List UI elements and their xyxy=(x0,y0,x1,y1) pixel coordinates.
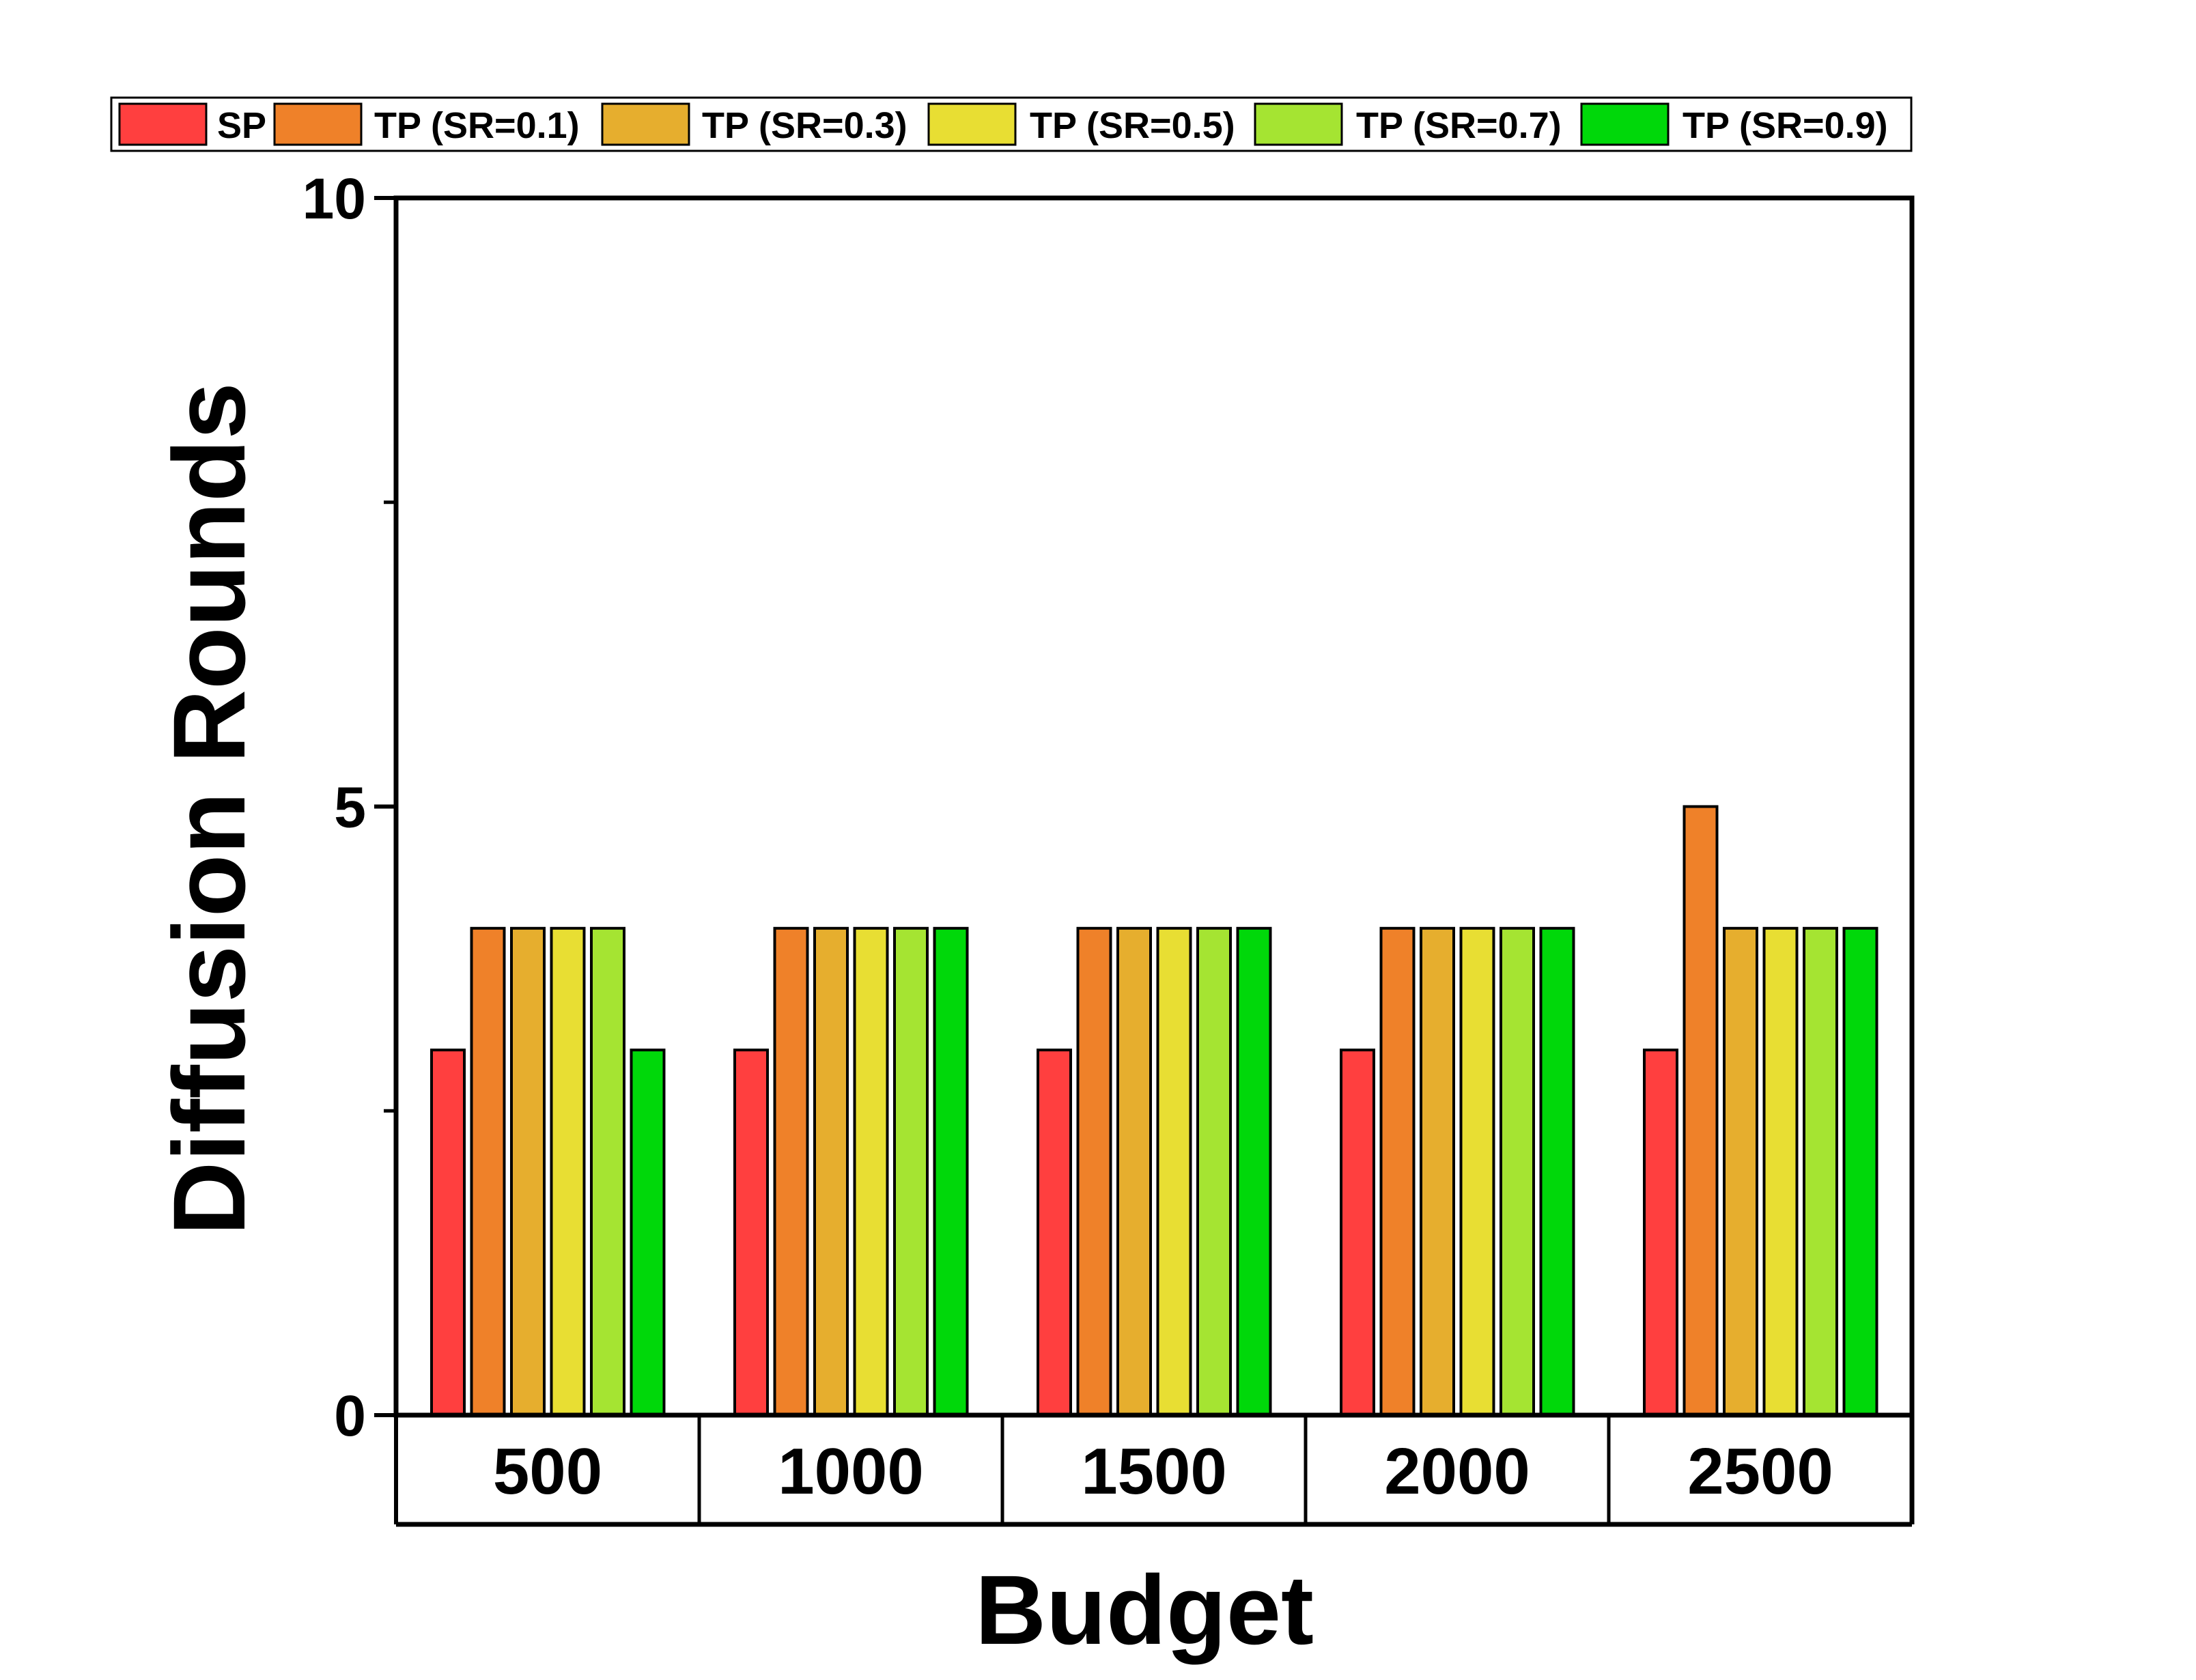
bar-1000-series-3 xyxy=(813,926,849,1417)
bar-1000-series-5 xyxy=(893,926,929,1417)
x-tick-label: 2000 xyxy=(1384,1435,1530,1508)
bar-2000-series-4 xyxy=(1459,926,1495,1417)
bar-1500-series-4 xyxy=(1156,926,1192,1417)
bar-500-series-4 xyxy=(550,926,586,1417)
bar-2000-series-1 xyxy=(1340,1049,1375,1416)
y-axis-title: Diffusion Rounds xyxy=(152,382,266,1236)
legend-label: TP (SR=0.9) xyxy=(1683,105,1888,146)
legend: SP TP (SR=0.1) TP (SR=0.3) TP (SR=0.5) TP (S… xyxy=(110,96,1913,152)
legend-swatch xyxy=(1254,102,1343,146)
y-tick-label: 5 xyxy=(334,775,366,840)
bar-500-series-6 xyxy=(630,1049,666,1416)
legend-label: TP (SR=0.7) xyxy=(1356,105,1562,146)
bar-2500-series-3 xyxy=(1723,926,1758,1417)
legend-label: TP (SR=0.3) xyxy=(702,105,907,146)
bar-2000-series-2 xyxy=(1379,926,1416,1417)
x-axis-title: Budget xyxy=(975,1555,1314,1665)
bar-2500-series-2 xyxy=(1683,805,1719,1416)
bar-1500-series-5 xyxy=(1196,926,1232,1417)
bar-1500-series-2 xyxy=(1076,926,1112,1417)
bar-1000-series-4 xyxy=(853,926,889,1417)
bar-2500-series-5 xyxy=(1803,926,1838,1417)
legend-label: TP (SR=0.1) xyxy=(374,105,580,146)
bar-500-series-1 xyxy=(430,1049,466,1416)
legend-swatch xyxy=(118,102,208,146)
x-tick-label: 1000 xyxy=(778,1435,924,1508)
legend-label: SP xyxy=(217,105,266,146)
bar-1500-series-6 xyxy=(1236,926,1272,1417)
bar-1000-series-2 xyxy=(773,926,809,1417)
bar-2000-series-3 xyxy=(1420,926,1455,1417)
plot-area xyxy=(393,195,1915,1418)
legend-swatch xyxy=(1580,102,1670,146)
bar-500-series-3 xyxy=(510,926,546,1417)
bar-2000-series-6 xyxy=(1539,926,1575,1417)
x-tick-label: 1500 xyxy=(1081,1435,1227,1508)
bar-500-series-2 xyxy=(470,926,506,1417)
bar-1000-series-6 xyxy=(933,926,969,1417)
legend-swatch xyxy=(601,102,690,146)
bar-2500-series-4 xyxy=(1762,926,1799,1417)
bar-1000-series-1 xyxy=(733,1049,769,1416)
y-tick-label: 10 xyxy=(302,167,366,231)
bar-2500-series-6 xyxy=(1842,926,1878,1417)
legend-label: TP (SR=0.5) xyxy=(1030,105,1235,146)
y-axis: 0 5 10 xyxy=(302,167,396,1448)
bar-1500-series-3 xyxy=(1116,926,1152,1417)
bar-1500-series-1 xyxy=(1037,1049,1072,1416)
bar-500-series-5 xyxy=(590,926,625,1417)
y-tick-label: 0 xyxy=(334,1384,366,1448)
bar-2000-series-5 xyxy=(1500,926,1535,1417)
legend-swatch xyxy=(927,102,1017,146)
x-tick-label: 2500 xyxy=(1687,1435,1833,1508)
x-tick-label: 500 xyxy=(493,1435,602,1508)
legend-swatch xyxy=(273,102,363,146)
bar-2500-series-1 xyxy=(1643,1049,1678,1416)
x-axis: 500 1000 1500 2000 2500 xyxy=(394,1415,1915,1527)
